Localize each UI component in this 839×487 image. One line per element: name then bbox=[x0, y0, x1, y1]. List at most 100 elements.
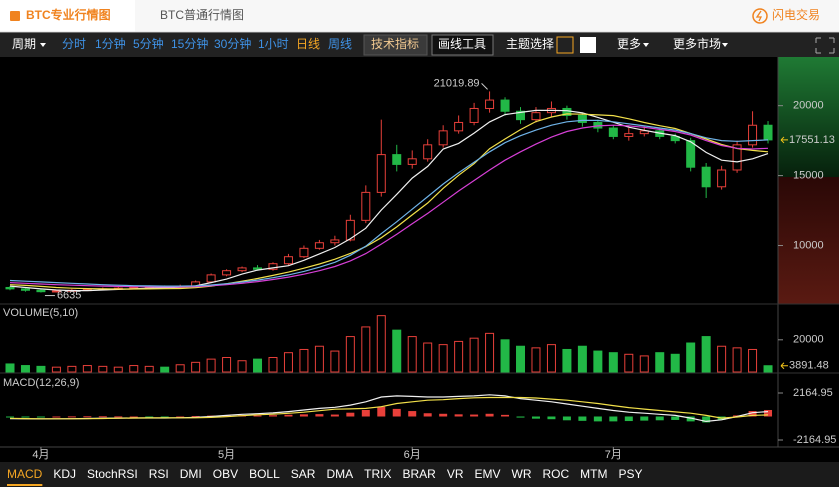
candle-body bbox=[5, 286, 15, 290]
candle-body bbox=[438, 130, 448, 146]
volume-bar bbox=[438, 344, 448, 373]
macd-bar bbox=[129, 416, 138, 418]
indicator-tab[interactable]: KDJ bbox=[53, 467, 76, 481]
volume-bar bbox=[253, 358, 263, 373]
indicator-button-text[interactable]: 技术指标 bbox=[371, 36, 419, 51]
candle-body bbox=[562, 107, 572, 116]
macd-line bbox=[9, 396, 769, 420]
candle-body bbox=[469, 107, 479, 123]
volume-bar bbox=[144, 365, 154, 373]
indicator-tab[interactable]: SAR bbox=[291, 467, 316, 481]
indicator-tab[interactable]: BRAR bbox=[402, 467, 436, 481]
interval[interactable]: 1小时 bbox=[258, 37, 289, 51]
macd-bar bbox=[315, 414, 324, 417]
candle-body bbox=[283, 256, 293, 265]
last-price: 17551.13 bbox=[789, 134, 835, 146]
volume-bar bbox=[345, 336, 355, 373]
candle-body bbox=[686, 140, 696, 168]
trade-link[interactable]: 闪电交易 bbox=[772, 7, 820, 22]
candle-body bbox=[222, 270, 232, 276]
macd-bar bbox=[516, 416, 525, 418]
indicator-tab[interactable]: EMV bbox=[474, 467, 500, 481]
indicator-tab[interactable]: DMA bbox=[326, 467, 353, 481]
indicator-tab[interactable]: TRIX bbox=[364, 467, 391, 481]
tab-active[interactable]: BTC专业行情图 bbox=[26, 7, 111, 22]
charts: 10000 15000 20000 20000 2164.95 -2164.95 4月 5月 6… bbox=[5, 77, 836, 461]
macd-bar bbox=[52, 416, 61, 418]
indicator-tab[interactable]: BOLL bbox=[249, 467, 280, 481]
volume-bar bbox=[639, 355, 649, 373]
fullscreen-icon[interactable] bbox=[815, 37, 835, 54]
macd-bar bbox=[6, 416, 14, 418]
candle-body bbox=[376, 154, 386, 193]
more-markets[interactable]: 更多市场 bbox=[673, 36, 721, 51]
macd-bar bbox=[36, 416, 45, 418]
last-pointer bbox=[780, 136, 788, 144]
macd-bar bbox=[578, 416, 587, 421]
macd-bar bbox=[686, 416, 695, 422]
x-tick-label: 5月 bbox=[218, 449, 235, 461]
candle-body bbox=[608, 127, 618, 137]
indicator-tab[interactable]: RSI bbox=[149, 467, 169, 481]
dropdown-arrow bbox=[722, 43, 728, 47]
indicator-tab[interactable]: ROC bbox=[543, 467, 570, 481]
more[interactable]: 更多 bbox=[617, 37, 641, 51]
indicator-tab[interactable]: VR bbox=[447, 467, 464, 481]
volume-bar bbox=[454, 340, 464, 373]
candle-body bbox=[314, 242, 324, 249]
moving-average bbox=[9, 113, 769, 290]
last-volume: 3891.48 bbox=[789, 360, 829, 372]
macd-bar bbox=[671, 416, 680, 420]
y-tick-label: 20000 bbox=[793, 100, 824, 112]
macd-bar bbox=[454, 414, 463, 417]
macd-bar bbox=[114, 416, 123, 418]
indicator-button[interactable] bbox=[363, 34, 428, 56]
volume-bar bbox=[624, 353, 634, 373]
macd-bar bbox=[299, 414, 308, 417]
draw-button[interactable] bbox=[431, 34, 494, 56]
theme-light[interactable] bbox=[580, 37, 596, 53]
volume-bar bbox=[20, 365, 30, 373]
indicator-tab[interactable]: PSY bbox=[619, 467, 643, 481]
candle-body bbox=[268, 263, 278, 270]
candle-body bbox=[701, 166, 711, 188]
macd-bar bbox=[655, 416, 664, 421]
candle-body bbox=[345, 219, 355, 241]
indicator-tab[interactable]: MACD bbox=[7, 467, 43, 481]
volume-bar bbox=[546, 344, 556, 373]
interval-active[interactable]: 日线 bbox=[296, 37, 320, 51]
tab[interactable]: BTC普通行情图 bbox=[160, 8, 244, 22]
volume-bar bbox=[160, 366, 170, 373]
macd-bar bbox=[191, 416, 200, 418]
indicator-tab[interactable]: MTM bbox=[580, 467, 607, 481]
volume-bar bbox=[655, 352, 665, 373]
macd-bar bbox=[547, 416, 556, 420]
interval[interactable]: 30分钟 bbox=[214, 36, 251, 51]
indicator-tab[interactable]: OBV bbox=[213, 467, 238, 481]
candle-body bbox=[51, 290, 61, 293]
macd-bar bbox=[609, 416, 618, 422]
interval[interactable]: 15分钟 bbox=[171, 36, 208, 51]
macd-bar bbox=[160, 416, 169, 418]
macd-bar bbox=[330, 414, 339, 417]
draw-button-text[interactable]: 画线工具 bbox=[438, 37, 486, 51]
y-tick-label: 20000 bbox=[793, 334, 824, 346]
indicator-tab[interactable]: DMI bbox=[180, 467, 202, 481]
volume-bar bbox=[283, 352, 293, 373]
interval[interactable]: 5分钟 bbox=[133, 36, 164, 51]
interval[interactable]: 周线 bbox=[328, 37, 352, 51]
macd-bar bbox=[377, 406, 386, 417]
volume-bar bbox=[577, 345, 587, 373]
volume-bar bbox=[129, 365, 139, 373]
indicator-tab[interactable]: StochRSI bbox=[87, 467, 138, 481]
volume-bar bbox=[516, 345, 526, 373]
theme-dark[interactable] bbox=[556, 36, 574, 54]
volume-bar bbox=[376, 315, 386, 373]
candle-body bbox=[748, 124, 758, 146]
indicator-tab[interactable]: WR bbox=[512, 467, 532, 481]
interval[interactable]: 分时 bbox=[62, 37, 86, 51]
interval[interactable]: 1分钟 bbox=[95, 36, 126, 51]
volume-bar bbox=[36, 365, 46, 373]
tab-icon bbox=[10, 11, 20, 21]
period-label[interactable]: 周期 bbox=[12, 37, 36, 51]
